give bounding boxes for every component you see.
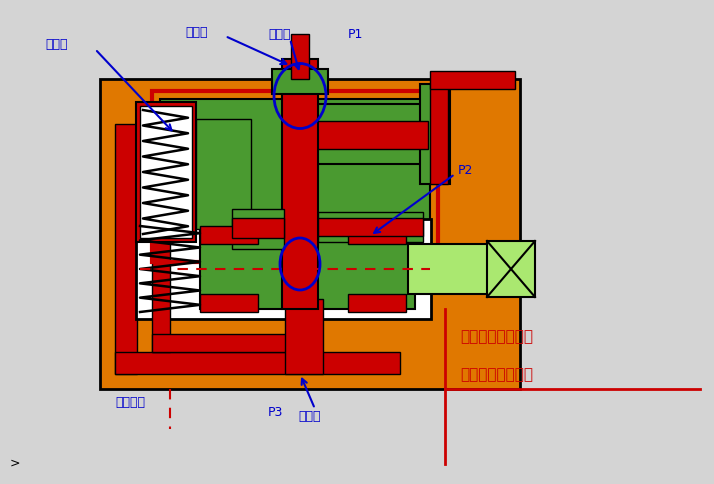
Bar xyxy=(115,125,137,374)
Text: 进油口: 进油口 xyxy=(268,29,291,42)
Bar xyxy=(272,70,328,95)
Text: P3: P3 xyxy=(268,406,283,419)
Bar xyxy=(200,227,258,244)
Bar xyxy=(348,294,406,312)
Bar xyxy=(318,212,423,242)
Bar xyxy=(136,220,431,319)
Bar xyxy=(348,227,406,244)
Bar xyxy=(136,103,196,242)
Bar xyxy=(408,244,488,294)
Text: 减压口: 减压口 xyxy=(185,27,208,39)
Bar xyxy=(152,334,297,352)
Bar xyxy=(298,122,428,150)
Bar xyxy=(232,210,284,249)
Bar xyxy=(200,229,415,309)
Bar xyxy=(196,120,251,229)
Bar xyxy=(298,105,428,165)
Text: P1: P1 xyxy=(348,29,363,42)
Text: 节流口: 节流口 xyxy=(45,38,68,51)
Bar xyxy=(285,300,323,374)
Text: P2: P2 xyxy=(458,164,473,177)
Text: >: > xyxy=(10,456,21,469)
Bar xyxy=(115,352,400,374)
Bar xyxy=(420,85,450,184)
Text: 当出口压力降底时: 当出口压力降底时 xyxy=(460,329,533,344)
Bar xyxy=(140,107,192,239)
Bar xyxy=(487,242,535,297)
Bar xyxy=(152,182,170,352)
Bar xyxy=(152,92,438,262)
Bar xyxy=(282,60,318,309)
Bar xyxy=(100,80,520,389)
Bar xyxy=(232,219,284,239)
Bar xyxy=(318,219,423,237)
Text: 泄露油口: 泄露油口 xyxy=(115,396,145,408)
Bar xyxy=(291,35,309,80)
Bar xyxy=(430,85,448,184)
Bar xyxy=(160,100,430,255)
Text: 当出口压力升高时: 当出口压力升高时 xyxy=(460,367,533,382)
Bar xyxy=(430,72,515,90)
Text: 出油口: 出油口 xyxy=(298,409,321,423)
Bar xyxy=(200,294,258,312)
